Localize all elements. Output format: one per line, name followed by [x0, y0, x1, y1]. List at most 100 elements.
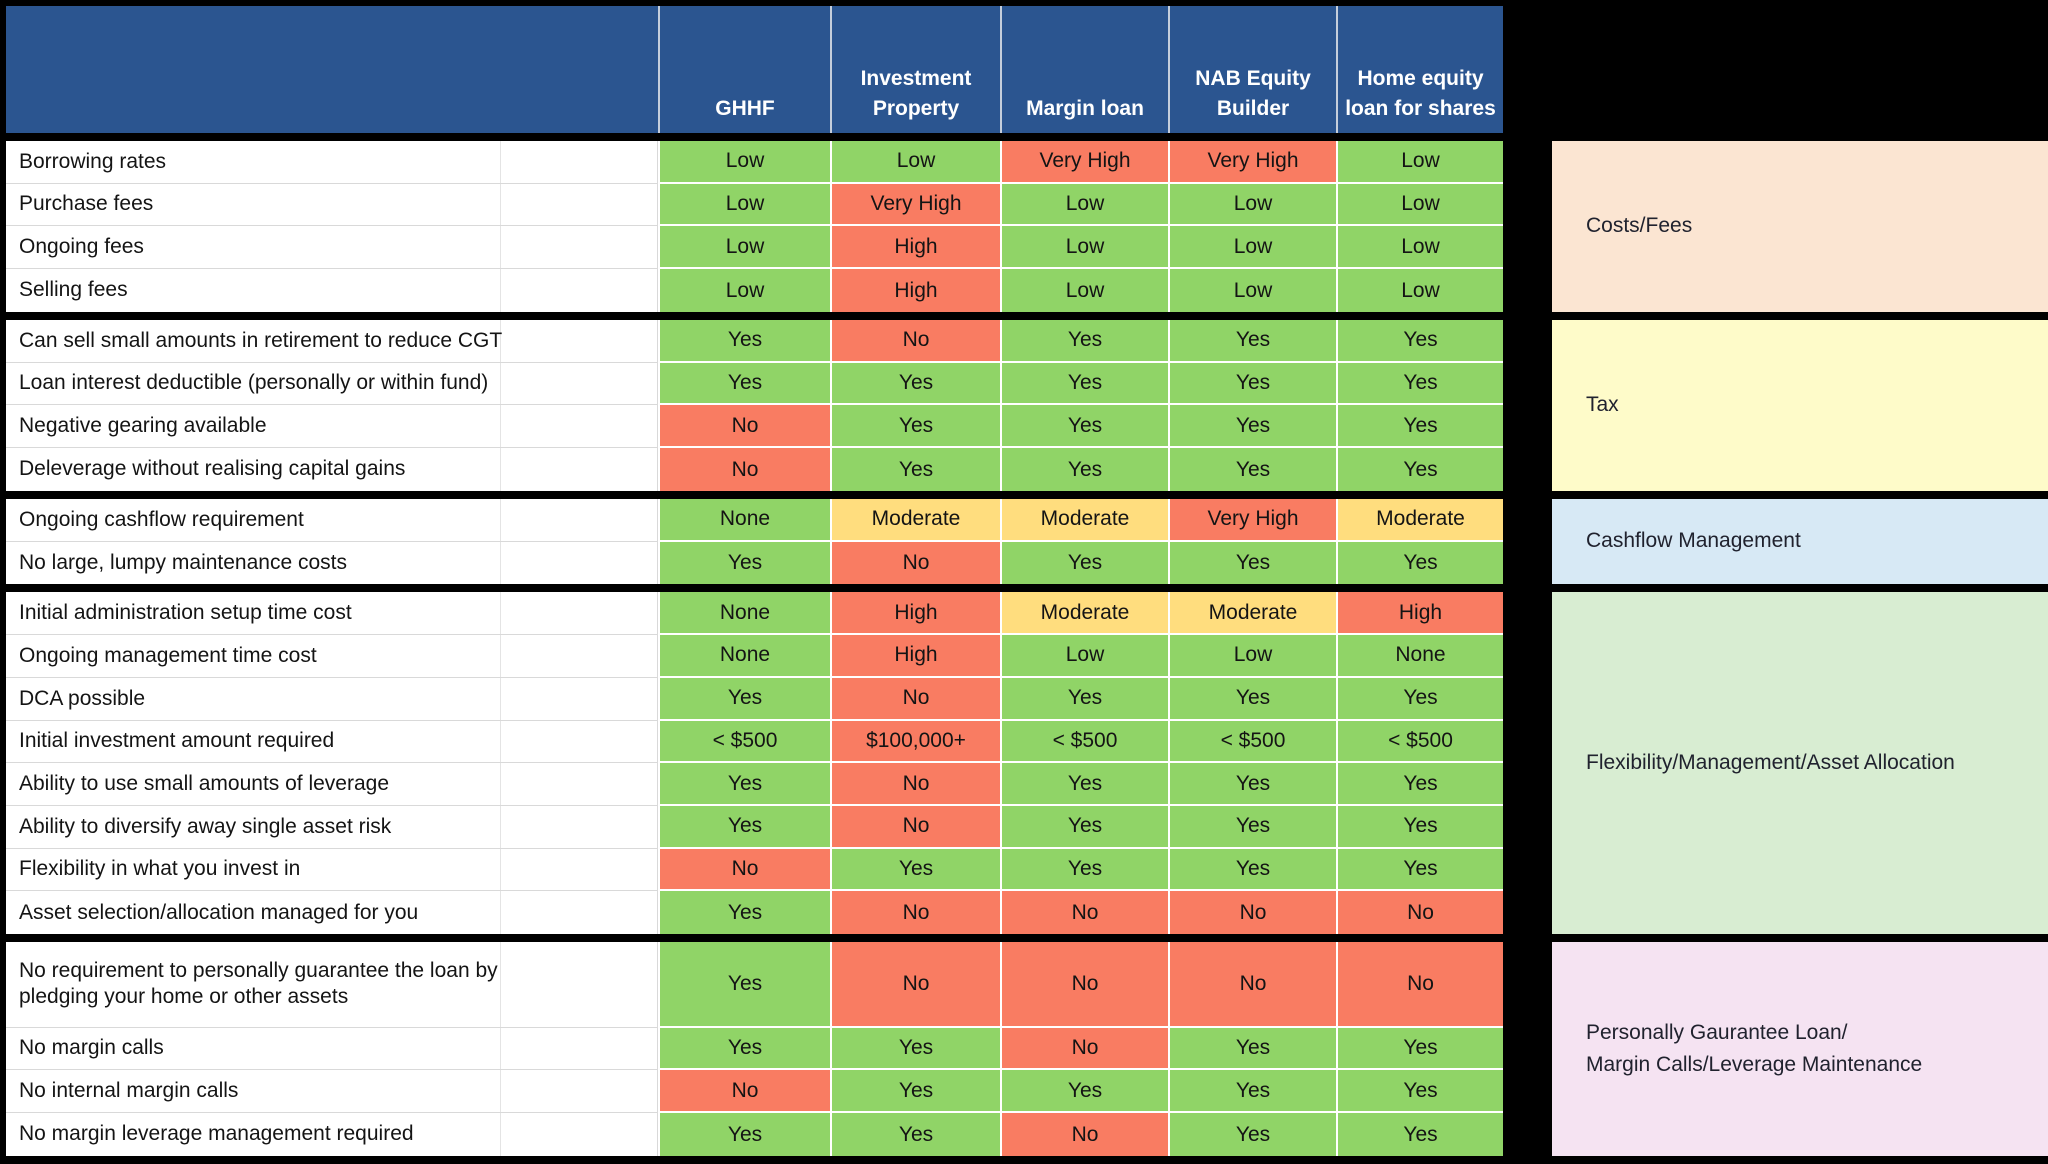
row-label: DCA possible — [6, 677, 658, 721]
row-label: Ability to use small amounts of leverage — [6, 763, 658, 807]
value-cell: No — [1000, 891, 1168, 935]
value-cell: Yes — [830, 1113, 1000, 1156]
value-cell: Yes — [1000, 763, 1168, 807]
category-label: Flexibility/Management/Asset Allocation — [1586, 751, 1955, 775]
value-cell: Yes — [1168, 806, 1336, 849]
value-cell: Low — [658, 141, 830, 184]
table-row: Asset selection/allocation managed for y… — [6, 891, 1503, 935]
row-label: Initial administration setup time cost — [6, 592, 658, 636]
group-divider — [6, 934, 1503, 943]
row-label: Initial investment amount required — [6, 720, 658, 764]
header-divider — [6, 133, 1503, 141]
row-label: Can sell small amounts in retirement to … — [6, 319, 658, 363]
row-label: No large, lumpy maintenance costs — [6, 541, 658, 585]
row-label: Deleverage without realising capital gai… — [6, 448, 658, 491]
table-row: No margin leverage management required Ye… — [6, 1113, 1503, 1156]
value-cell: No — [830, 806, 1000, 849]
row-label: No internal margin calls — [6, 1070, 658, 1114]
panel-gap — [1552, 490, 2048, 499]
table-row: Can sell small amounts in retirement to … — [6, 319, 1503, 363]
row-label: Selling fees — [6, 269, 658, 312]
row-label: Borrowing rates — [6, 141, 658, 184]
value-cell: High — [830, 269, 1000, 312]
value-cell: No — [658, 405, 830, 449]
table-row: Initial investment amount required < $500… — [6, 720, 1503, 764]
group-divider — [6, 490, 1503, 499]
value-cell: Yes — [658, 677, 830, 721]
value-cell: None — [658, 592, 830, 636]
value-cell: Low — [1336, 183, 1503, 227]
category-panel: Personally Gaurantee Loan/ Margin Calls/… — [1552, 942, 2048, 1156]
value-cell: Yes — [1168, 319, 1336, 363]
value-cell: No — [830, 891, 1000, 935]
row-label: Ongoing fees — [6, 226, 658, 270]
comparison-table: GHHF Investment Property Margin loan NAB Eq… — [6, 6, 1503, 1156]
value-cell: Yes — [1168, 362, 1336, 406]
value-cell: Yes — [658, 319, 830, 363]
value-cell: Yes — [1168, 763, 1336, 807]
value-cell: < $500 — [1336, 720, 1503, 764]
header-row: GHHF Investment Property Margin loan NAB Eq… — [6, 6, 1503, 133]
value-cell: No — [658, 848, 830, 892]
category-panel: Cashflow Management — [1552, 498, 2048, 585]
row-label: Ongoing management time cost — [6, 635, 658, 678]
value-cell: No — [830, 763, 1000, 807]
value-cell: Yes — [1168, 541, 1336, 585]
value-cell: Yes — [658, 942, 830, 1028]
value-cell: Low — [1168, 183, 1336, 227]
row-label: Ability to diversify away single asset r… — [6, 806, 658, 849]
value-cell: Yes — [1168, 405, 1336, 449]
column-header: NAB Equity Builder — [1168, 6, 1336, 133]
value-cell: Yes — [1168, 448, 1336, 491]
value-cell: Yes — [1000, 362, 1168, 406]
value-cell: Yes — [1336, 541, 1503, 585]
row-label: No requirement to personally guarantee t… — [6, 942, 658, 1028]
value-cell: < $500 — [1168, 720, 1336, 764]
panel-gap — [1552, 584, 2048, 593]
table-row: Initial administration setup time cost No… — [6, 592, 1503, 636]
table-row: Ongoing management time cost None High Low L… — [6, 635, 1503, 678]
value-cell: < $500 — [1000, 720, 1168, 764]
value-cell: Yes — [830, 1070, 1000, 1114]
value-cell: Yes — [1000, 848, 1168, 892]
value-cell: Low — [1168, 269, 1336, 312]
table-row: Purchase fees Low Very High Low Low Low — [6, 183, 1503, 227]
value-cell: Yes — [1336, 763, 1503, 807]
value-cell: Yes — [658, 806, 830, 849]
value-cell: Yes — [1000, 677, 1168, 721]
value-cell: Yes — [1000, 448, 1168, 491]
value-cell: No — [658, 1070, 830, 1114]
value-cell: Low — [1000, 269, 1168, 312]
value-cell: Low — [1168, 226, 1336, 270]
category-panel: Costs/Fees — [1552, 141, 2048, 312]
row-label: No margin calls — [6, 1027, 658, 1071]
value-cell: Yes — [830, 405, 1000, 449]
row-label: Ongoing cashflow requirement — [6, 498, 658, 542]
value-cell: Low — [658, 269, 830, 312]
value-cell: High — [830, 226, 1000, 270]
table-row: No margin calls Yes Yes No Yes Yes — [6, 1027, 1503, 1071]
table-row: Loan interest deductible (personally or … — [6, 362, 1503, 406]
value-cell: Very High — [1168, 498, 1336, 542]
row-label: Loan interest deductible (personally or … — [6, 362, 658, 406]
category-panels: Costs/Fees Tax Cashflow Management Flexibil… — [1552, 141, 2048, 1156]
value-cell: No — [830, 942, 1000, 1028]
value-cell: Very High — [1000, 141, 1168, 184]
table-row: Ability to use small amounts of leverage… — [6, 763, 1503, 807]
value-cell: Yes — [1336, 1070, 1503, 1114]
value-cell: Low — [830, 141, 1000, 184]
row-label: Purchase fees — [6, 183, 658, 227]
value-cell: Yes — [1168, 848, 1336, 892]
value-cell: Moderate — [1168, 592, 1336, 636]
table-row: Ability to diversify away single asset r… — [6, 806, 1503, 849]
value-cell: Yes — [830, 448, 1000, 491]
value-cell: No — [658, 448, 830, 491]
value-cell: High — [1336, 592, 1503, 636]
value-cell: < $500 — [658, 720, 830, 764]
value-cell: High — [830, 635, 1000, 678]
value-cell: Moderate — [830, 498, 1000, 542]
value-cell: Moderate — [1000, 592, 1168, 636]
value-cell: Yes — [1336, 677, 1503, 721]
category-panel: Tax — [1552, 319, 2048, 491]
value-cell: Yes — [658, 891, 830, 935]
